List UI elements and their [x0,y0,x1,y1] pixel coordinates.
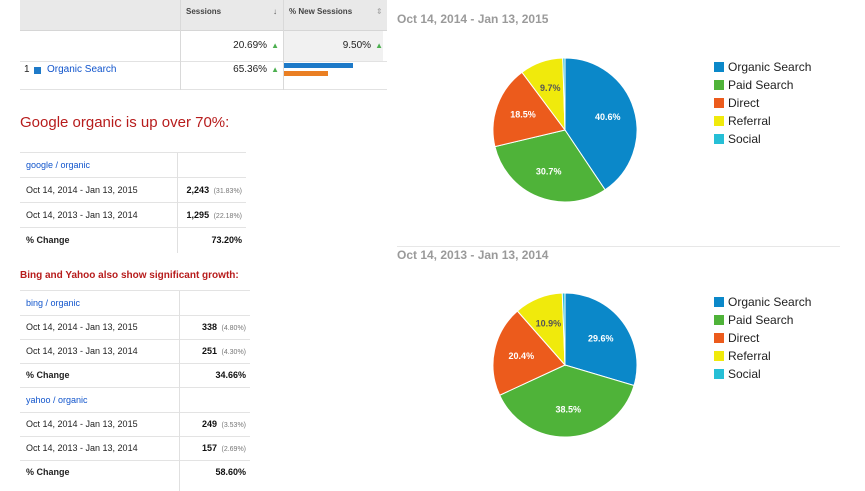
legend-swatch [714,333,724,343]
legend-swatch [714,369,724,379]
table-row: 1 Organic Search 65.36% ▲ [20,55,387,90]
table-row: Oct 14, 2014 - Jan 13, 2015 249 (3.53%) [20,412,250,437]
totals-sessions: 20.69% ▲ [233,40,279,51]
change-row: % Change 73.20% [26,235,242,245]
table-row: yahoo / organic [20,388,250,413]
pie-label-organic-search: 40.6% [595,112,621,122]
table-row: Oct 14, 2014 - Jan 13, 2015 338 (4.80%) [20,315,250,340]
change-row: % Change 58.60% [26,467,246,477]
legend-label: Direct [728,331,760,345]
divider [397,246,840,247]
trend-up-icon: ▲ [375,41,383,50]
sort-descending-icon[interactable]: ↓ [273,7,277,16]
pie-slice-organic-search [564,292,638,387]
legend-label: Organic Search [728,60,812,74]
legend-label: Referral [728,349,771,363]
column-label: Sessions [186,7,222,16]
totals-new-sessions: 9.50% ▲ [283,31,383,61]
legend-label: Paid Search [728,78,794,92]
column-header-sessions[interactable]: Sessions ↓ [180,0,283,30]
pie-title-2014: Oct 14, 2014 - Jan 13, 2015 [397,12,549,26]
pie-label-paid-search: 30.7% [536,167,562,177]
pie-label-paid-search: 38.5% [555,405,581,415]
bing-yahoo-table: bing / organic Oct 14, 2014 - Jan 13, 20… [20,290,250,491]
pie-slice-direct [492,310,566,396]
table-row: google / organic [20,153,246,178]
legend-swatch [714,98,724,108]
change-row: % Change 34.66% [20,363,250,388]
table-row: Oct 14, 2013 - Jan 13, 2014 157 (2.69%) [20,436,250,461]
legend-label: Paid Search [728,313,794,327]
pie-slice-social [561,292,566,366]
legend-label: Social [728,367,761,381]
totals-row: 20.69% ▲ 9.50% ▲ [20,31,387,62]
pie-label-direct: 18.5% [510,110,536,120]
source-link-bing[interactable]: bing / organic [26,298,81,308]
column-header-new-sessions[interactable]: % New Sessions ⇕ [283,0,387,30]
row-link-organic-search[interactable]: Organic Search [47,64,117,75]
legend-label: Social [728,132,761,146]
table-row: bing / organic [20,291,250,316]
trend-up-icon: ▲ [271,41,279,50]
column-label: % New Sessions [289,7,353,16]
source-link-google[interactable]: google / organic [26,160,91,170]
pie-label-direct: 20.4% [509,351,535,361]
legend-swatch [714,134,724,144]
bing-yahoo-heading: Bing and Yahoo also show significant gro… [20,270,239,281]
pie-slice-social [562,57,566,131]
legend-swatch [714,351,724,361]
legend-label: Direct [728,96,760,110]
series-swatch [34,67,41,74]
google-heading: Google organic is up over 70%: [20,114,230,131]
analytics-table: Sessions ↓ % New Sessions ⇕ 20.69% ▲ 9.50… [20,0,387,90]
sessions-bar [283,63,353,68]
pie-label-organic-search: 29.6% [588,333,614,343]
new-sessions-bar [283,71,328,76]
row-index: 1 [24,64,30,75]
trend-up-icon: ▲ [271,65,279,74]
source-link-yahoo[interactable]: yahoo / organic [26,395,88,405]
legend-label: Organic Search [728,295,812,309]
pie-title-2013: Oct 14, 2013 - Jan 13, 2014 [397,248,549,262]
legend-swatch [714,62,724,72]
legend-label: Referral [728,114,771,128]
legend-swatch [714,116,724,126]
legend-swatch [714,315,724,325]
pie-chart-2014: 40.6% 30.7% 18.5% 9.7% [492,57,638,203]
row-sessions: 65.36% ▲ [233,64,279,75]
pie-slice-direct [492,71,566,148]
table-row: Oct 14, 2014 - Jan 13, 2015 2,243 (31.83… [20,178,246,203]
pie-legend-2013: Organic Search Paid Search Direct Referral S… [714,295,854,385]
google-organic-table: google / organic Oct 14, 2014 - Jan 13, … [20,152,246,253]
pie-label-referral: 9.7% [540,83,561,93]
pie-legend-2014: Organic Search Paid Search Direct Referral S… [714,60,854,150]
legend-swatch [714,80,724,90]
legend-swatch [714,297,724,307]
table-row: Oct 14, 2013 - Jan 13, 2014 251 (4.30%) [20,339,250,364]
sort-icon[interactable]: ⇕ [376,7,383,16]
pie-chart-2013: 29.6% 38.5% 20.4% 10.9% [492,292,638,438]
table-row: Oct 14, 2013 - Jan 13, 2014 1,295 (22.18… [20,203,246,228]
pie-label-referral: 10.9% [536,319,562,329]
table-header: Sessions ↓ % New Sessions ⇕ [20,0,387,31]
pie-slice-organic-search [564,57,638,191]
pie-slice-paid-search [494,129,606,203]
pie-slice-paid-search [498,364,635,438]
